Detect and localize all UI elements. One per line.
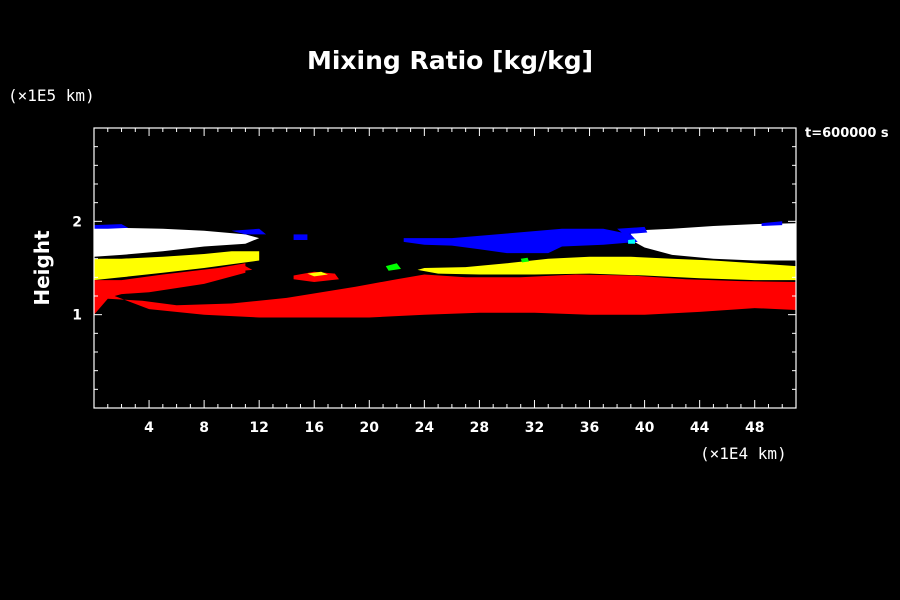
contour-region-level_1 (293, 271, 339, 282)
contour-region-level_1 (224, 266, 253, 272)
contour-region-level_4 (293, 234, 308, 240)
contour-region-level_2 (307, 271, 328, 277)
x-tick-label: 44 (690, 420, 710, 436)
contour-region-level_4 (617, 226, 648, 235)
y-axis-unit: (×1E5 km) (8, 86, 95, 105)
contour-region-level_5 (385, 263, 401, 271)
x-tick-label: 16 (304, 420, 323, 436)
contour-region-level_3 (630, 223, 796, 261)
plot-frame (93, 127, 797, 409)
contour-region-level_2 (417, 256, 796, 281)
x-tick-label: 40 (635, 420, 655, 436)
contour-region-level_4 (403, 228, 638, 254)
y-tick-label: 2 (72, 214, 82, 230)
x-tick-label: 8 (199, 420, 209, 436)
x-tick-label: 20 (360, 420, 380, 436)
contour-region-level_1 (94, 263, 796, 318)
contour-regions (94, 221, 796, 318)
x-tick-label: 4 (144, 420, 154, 436)
x-tick-label: 36 (580, 420, 599, 436)
y-tick-label: 1 (72, 308, 82, 324)
contour-region-level_4 (761, 221, 783, 226)
contour-region-level_4 (94, 224, 129, 229)
x-tick-label: 24 (415, 420, 435, 436)
x-tick-label: 48 (745, 420, 764, 436)
x-tick-label: 12 (249, 420, 268, 436)
contour-region-level_2 (94, 251, 260, 281)
time-label: t=600000 s (805, 126, 889, 141)
x-axis-unit: (×1E4 km) (700, 444, 787, 463)
contour-region-level_5 (520, 257, 529, 263)
x-tick-label: 32 (525, 420, 544, 436)
contour-region-level_6 (628, 239, 635, 244)
x-tick-label: 28 (470, 420, 489, 436)
contour-region-level_4 (231, 228, 267, 235)
chart-title: Mixing Ratio [kg/kg] (306, 46, 594, 75)
contour-region-level_3 (94, 227, 260, 257)
